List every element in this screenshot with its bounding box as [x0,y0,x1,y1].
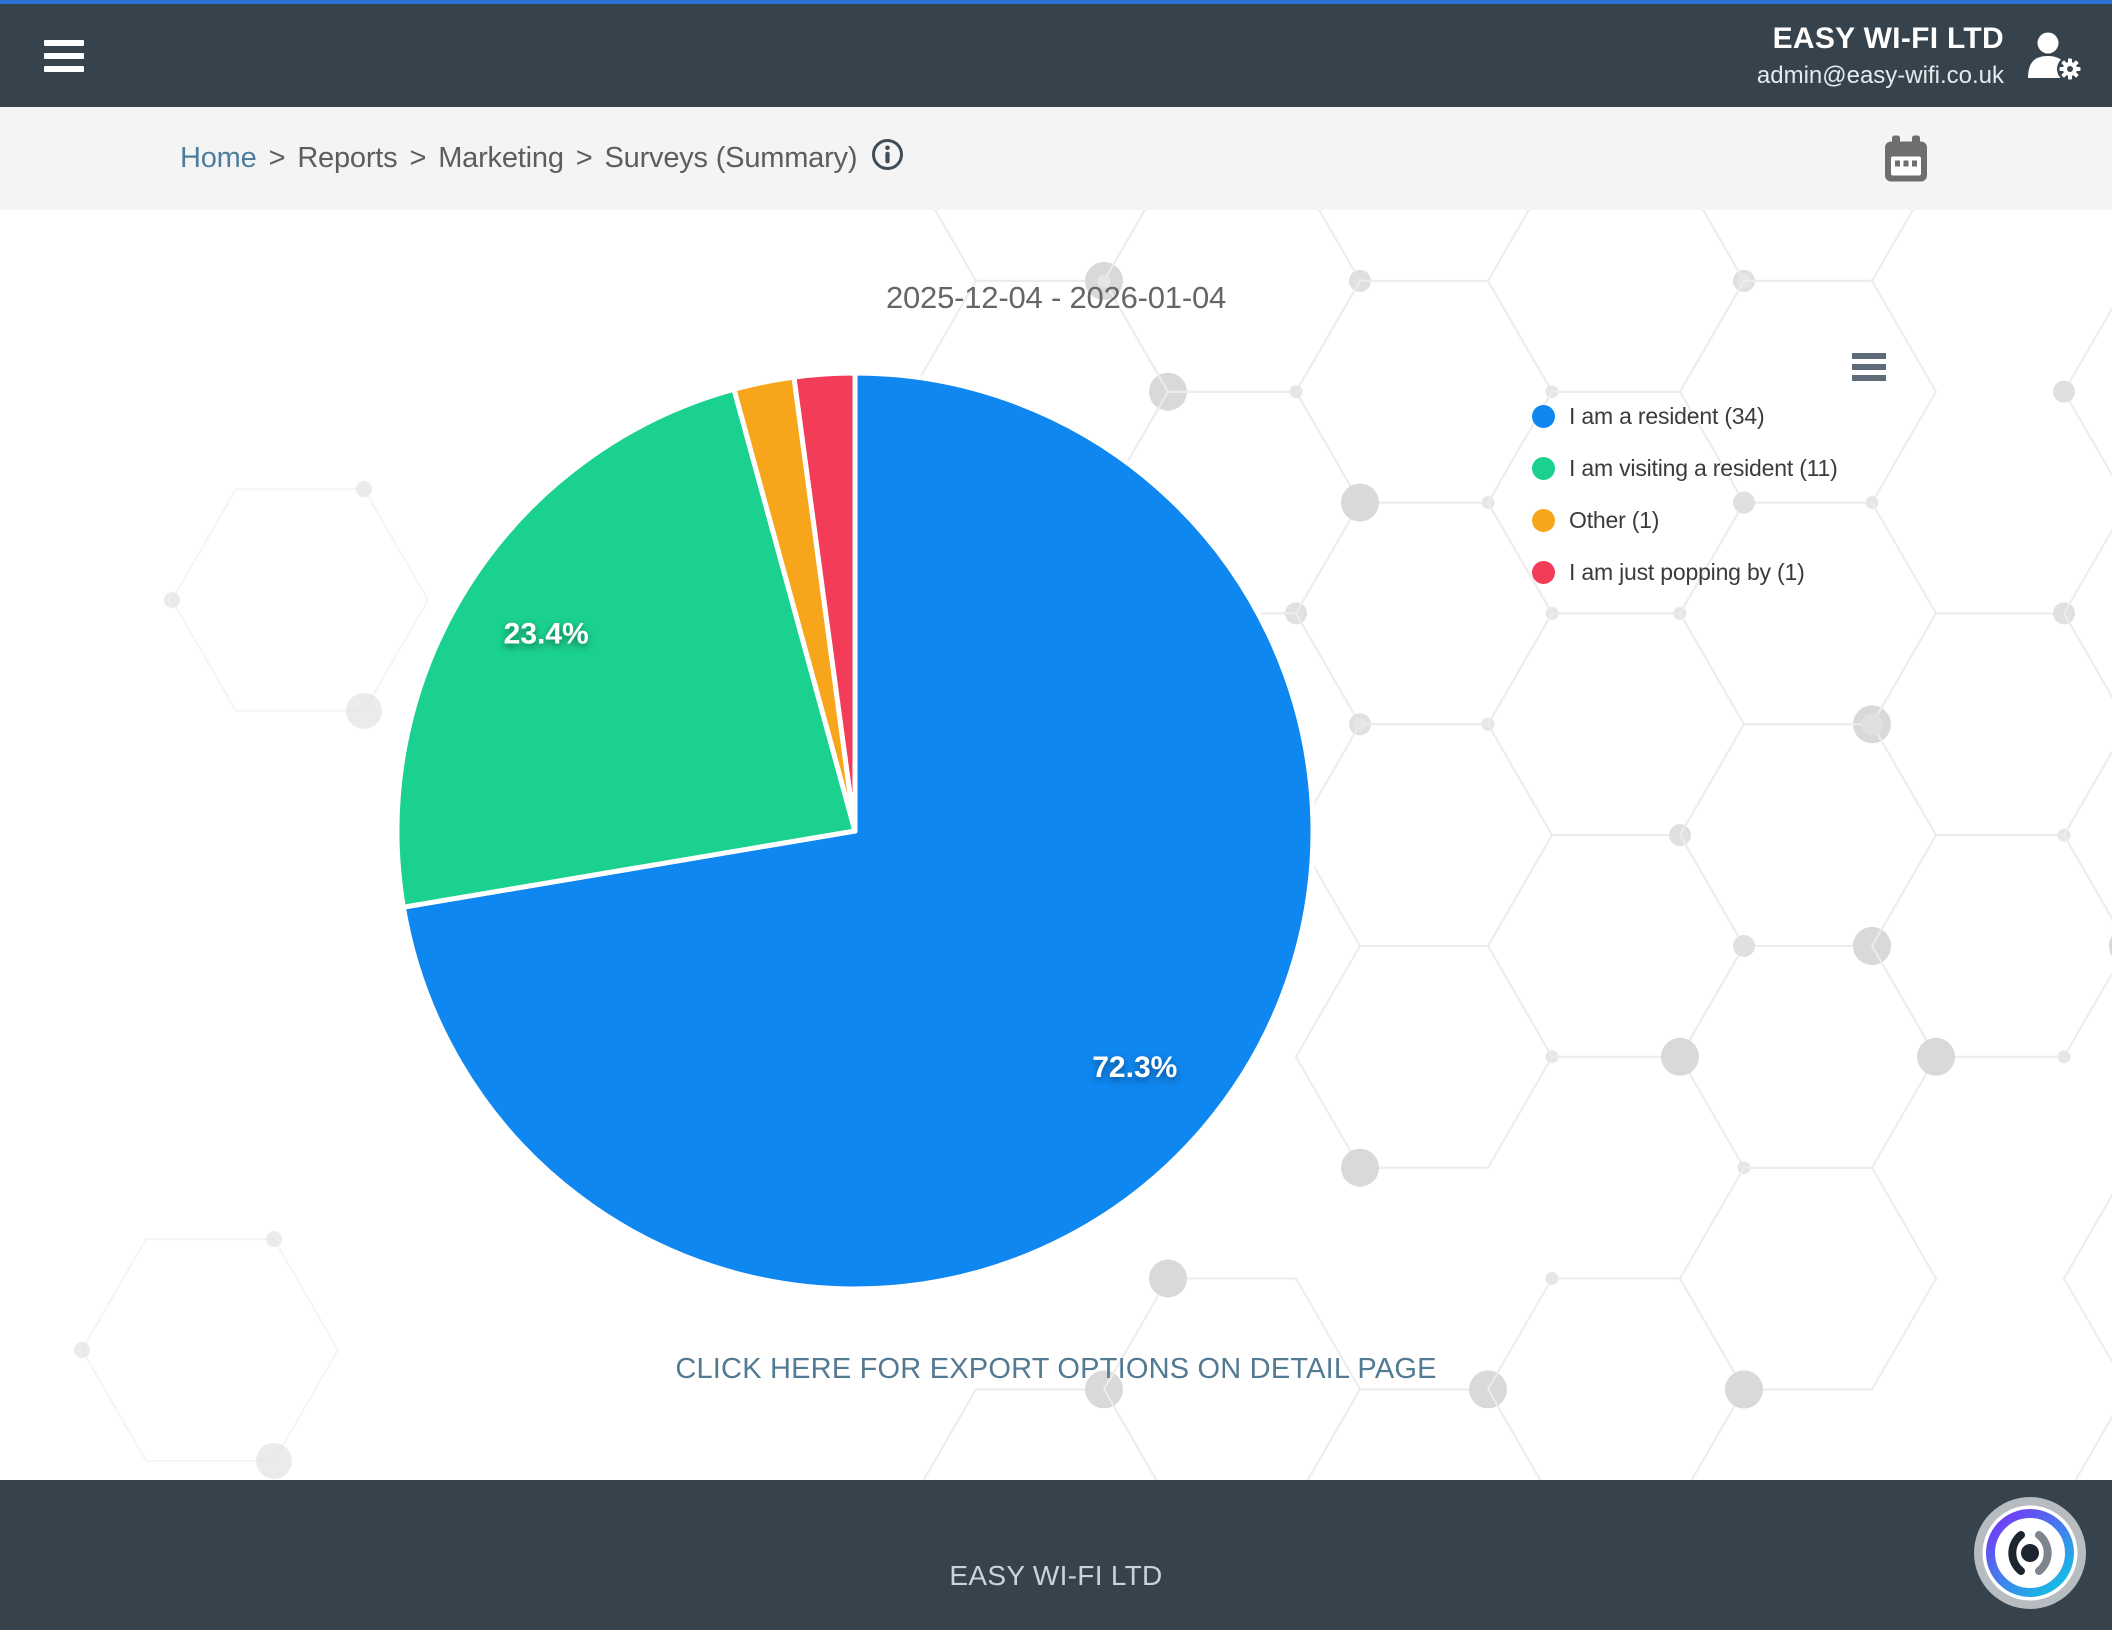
chart-legend: I am a resident (34) I am visiting a resi… [1532,390,1838,598]
legend-dot-icon [1532,560,1555,584]
pie-slice-1[interactable] [400,370,1316,1292]
account-info: EASY WI-FI LTD admin@easy-wifi.co.uk [1757,22,2004,90]
legend-item-1[interactable]: I am a resident (34) [1532,390,1838,442]
info-icon[interactable] [871,138,904,171]
header: EASY WI-FI LTD admin@easy-wifi.co.uk [0,4,2112,107]
pie-chart-svg: 72.3% 23.4% [394,370,1316,1292]
brand-logo-badge[interactable] [1973,1496,2087,1610]
breadcrumb-item-surveys-summary[interactable]: Surveys (Summary) [604,142,858,174]
export-options-link[interactable]: CLICK HERE FOR EXPORT OPTIONS ON DETAIL … [675,1353,1437,1385]
footer: EASY WI-FI LTD [0,1480,2112,1630]
breadcrumb-item-marketing[interactable]: Marketing [438,142,564,174]
chart-context-menu-icon[interactable] [1852,353,1886,381]
legend-item-3[interactable]: Other (1) [1532,494,1838,546]
breadcrumb: Home > Reports > Marketing > Surveys (Summary) [180,142,858,175]
account-email: admin@easy-wifi.co.uk [1756,61,2004,89]
footer-org-name: EASY WI-FI LTD [949,1560,1163,1591]
legend-item-4[interactable]: I am just popping by (1) [1532,546,1838,598]
chart-title: 2025-12-04 - 2026-01-04 [885,280,1227,315]
report-content: 2025-12-04 - 2026-01-04 72.3% 23.4% I am … [0,210,2112,1480]
pie-data-label: 72.3% [1092,1051,1177,1084]
menu-hamburger-icon[interactable] [44,39,84,72]
org-name: EASY WI-FI LTD [1772,21,2004,55]
user-settings-icon[interactable] [2024,30,2086,82]
pie-slice-2[interactable] [394,386,858,910]
legend-dot-icon [1532,508,1555,532]
legend-label: I am a resident (34) [1569,402,1765,429]
legend-dot-icon [1532,456,1555,480]
top-accent-strip [0,0,2112,4]
pie-slice-4[interactable] [791,370,858,834]
breadcrumb-separator: > [575,142,593,174]
legend-label: I am visiting a resident (11) [1569,454,1838,481]
legend-label: Other (1) [1569,506,1660,533]
legend-dot-icon [1532,404,1555,428]
brand-logo-glyph [2008,1531,2052,1575]
legend-label: I am just popping by (1) [1569,558,1805,585]
legend-item-2[interactable]: I am visiting a resident (11) [1532,442,1838,494]
pie-data-label: 23.4% [504,617,589,650]
calendar-icon[interactable] [1884,135,1928,182]
breadcrumb-separator: > [268,142,286,174]
breadcrumb-item-reports[interactable]: Reports [297,142,398,174]
breadcrumb-item-home[interactable]: Home [180,142,257,174]
breadcrumb-separator: > [409,142,427,174]
breadcrumb-bar: Home > Reports > Marketing > Surveys (Summary) [0,107,2112,211]
